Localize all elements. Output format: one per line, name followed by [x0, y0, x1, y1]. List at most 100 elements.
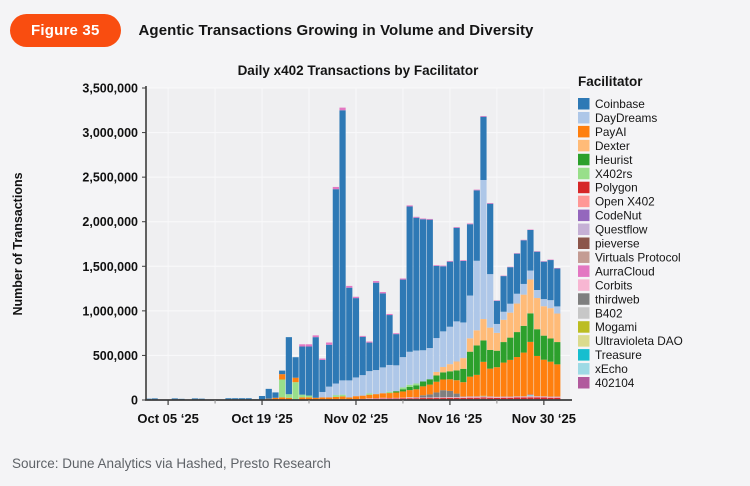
bar-segment [460, 260, 467, 261]
bar-segment [292, 377, 299, 383]
x-axis-ticks: Oct 05 ‘25 Oct 19 ‘25 Nov 02 ‘25 Nov 16 ‘25… [137, 400, 576, 426]
bar-segment [520, 240, 527, 284]
bar-segment [413, 383, 420, 386]
chart-area: Daily x402 Transactions by Facilitator 0 5… [0, 56, 750, 454]
bar-segment [433, 397, 440, 399]
bar-segment [527, 395, 534, 397]
bar-segment [279, 397, 286, 400]
bar-segment [440, 331, 447, 368]
bar-segment [473, 396, 480, 398]
bar-segment [460, 322, 467, 359]
bar-segment [460, 260, 467, 323]
bar-segment [393, 333, 400, 335]
bar-segment [460, 382, 467, 397]
bar-segment [527, 341, 534, 395]
legend-label: CodeNut [595, 209, 642, 223]
legend-swatch [578, 139, 590, 152]
bar-segment [473, 330, 480, 346]
bar-segment [466, 396, 474, 397]
bar-segment [326, 342, 333, 345]
bar-segment [433, 265, 440, 266]
legend-item-cn: CodeNut [578, 209, 642, 223]
bar-segment [540, 396, 547, 397]
legend-swatch [578, 181, 590, 194]
bar-segment [332, 189, 339, 384]
bar-segment [366, 342, 373, 372]
legend-swatch [578, 293, 590, 305]
bar-segment [520, 397, 527, 400]
bar-segment [473, 189, 480, 191]
bar-segment [534, 355, 541, 397]
bar-segment [534, 329, 541, 356]
bar-segment [440, 265, 447, 267]
bar-segment [299, 346, 306, 395]
legend-item-f0: 402104 [578, 376, 635, 390]
bar-segment [507, 303, 514, 313]
bar-segment [513, 397, 521, 400]
bar-segment [386, 391, 393, 394]
bar-segment [366, 394, 373, 399]
legend-swatch [578, 167, 590, 180]
legend-label: xEcho [595, 362, 628, 376]
bar-segment [480, 340, 487, 362]
legend-label: Virtuals Protocol [595, 250, 681, 264]
bar-segment [480, 396, 487, 397]
bar-segment [487, 349, 494, 369]
legend-item-dd: DayDreams [578, 111, 657, 125]
bar-segment [332, 383, 339, 396]
legend-label: Coinbase [595, 97, 645, 111]
legend-label: 402104 [595, 376, 635, 390]
bar-segment [453, 227, 460, 322]
legend-item-uv: Ultravioleta DAO [578, 334, 683, 348]
bar-segment [426, 398, 433, 399]
bar-segment [493, 397, 500, 398]
legend-label: Corbits [595, 278, 632, 292]
bar-segment [319, 391, 326, 398]
bar-segment [473, 260, 480, 331]
bar-segment [386, 398, 393, 400]
bar-segment [466, 338, 474, 352]
bar-segment [339, 107, 346, 111]
bar-segment [540, 359, 547, 397]
legend-title: Facilitator [578, 74, 643, 89]
bar-segment [487, 396, 494, 397]
bar-segment [527, 397, 534, 400]
legend-item-b4: B402 [578, 306, 623, 320]
legend-label: Open X402 [595, 195, 655, 209]
bar-segment [466, 295, 474, 339]
bar-segment [513, 396, 521, 397]
bar-segment [359, 336, 366, 376]
bar-segment [285, 397, 292, 400]
bar-series [146, 107, 561, 401]
svg-text:0: 0 [131, 394, 138, 408]
bar-segment [453, 227, 460, 228]
bar-segment [453, 393, 460, 398]
bar-segment [480, 361, 487, 396]
bar-segment [413, 350, 420, 384]
svg-text:500,000: 500,000 [93, 349, 138, 363]
bar-segment [446, 379, 454, 391]
legend-swatch [578, 265, 590, 277]
bar-segment [346, 285, 353, 288]
bar-segment [406, 397, 413, 399]
legend-label: thirdweb [595, 292, 640, 306]
bar-segment [366, 341, 373, 343]
legend-swatch [578, 125, 590, 138]
bar-segment [359, 375, 366, 396]
bar-segment [359, 398, 366, 400]
bar-segment [440, 379, 447, 391]
bar-segment [493, 323, 500, 333]
bar-segment [399, 397, 407, 399]
bar-segment [446, 364, 454, 372]
bar-segment [399, 279, 407, 358]
bar-segment [547, 361, 554, 397]
bar-segment [547, 260, 554, 301]
bar-segment [500, 276, 507, 312]
bar-segment [446, 397, 454, 398]
bar-segment [513, 293, 521, 304]
bar-segment [547, 308, 554, 339]
bar-segment [433, 371, 440, 376]
legend-swatch [578, 111, 590, 124]
legend-swatch [578, 349, 590, 361]
legend-item-xe: xEcho [578, 362, 628, 376]
